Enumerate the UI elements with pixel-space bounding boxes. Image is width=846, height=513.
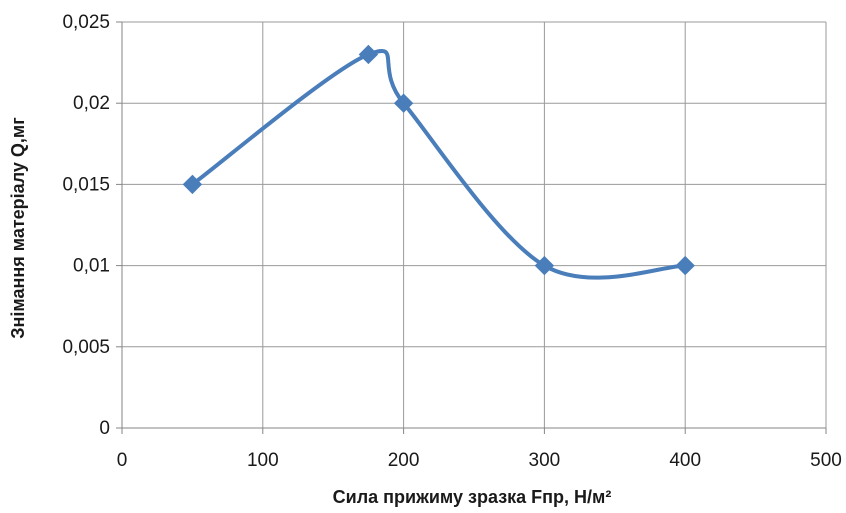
data-point-marker [393,93,414,113]
y-tick-label: 0,02 [73,93,110,114]
x-tick-label: 0 [117,450,128,471]
y-tick-label: 0,015 [62,174,110,195]
y-tick-label: 0,01 [73,256,110,277]
grid [122,21,827,428]
x-tick-label: 500 [810,450,842,471]
x-tick-label: 400 [669,450,701,471]
x-tick-label: 300 [529,450,561,471]
x-tick-label: 100 [247,450,279,471]
axes [116,21,827,434]
x-axis-label: Сила прижиму зразка Fпр, Н/м² [333,487,612,507]
x-tick-label: 200 [388,450,420,471]
data-point-marker [358,44,379,65]
series-layer [182,44,695,280]
series-line [190,48,688,280]
y-tick-label: 0 [99,418,110,439]
y-axis-label: Знімання матеріалу Q,мг [8,117,28,339]
data-point-marker [675,255,695,276]
y-tick-label: 0,025 [62,12,110,33]
y-tick-label: 0,005 [62,337,110,358]
data-point-marker [534,255,555,276]
data-point-marker [182,174,203,195]
tick-labels: 0 0,005 0,01 0,015 0,02 0,025 0 100 200 300 400 500 [62,12,841,471]
